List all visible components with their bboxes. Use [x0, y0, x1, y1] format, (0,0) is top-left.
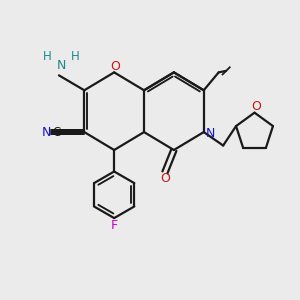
Text: N: N [57, 59, 66, 72]
Text: F: F [111, 219, 118, 232]
Text: H: H [71, 50, 80, 63]
Text: O: O [111, 61, 121, 74]
Text: N: N [206, 127, 215, 140]
Text: O: O [251, 100, 261, 112]
Text: O: O [160, 172, 170, 185]
Text: H: H [43, 50, 52, 63]
Text: C: C [53, 126, 61, 139]
Text: N: N [41, 126, 51, 139]
